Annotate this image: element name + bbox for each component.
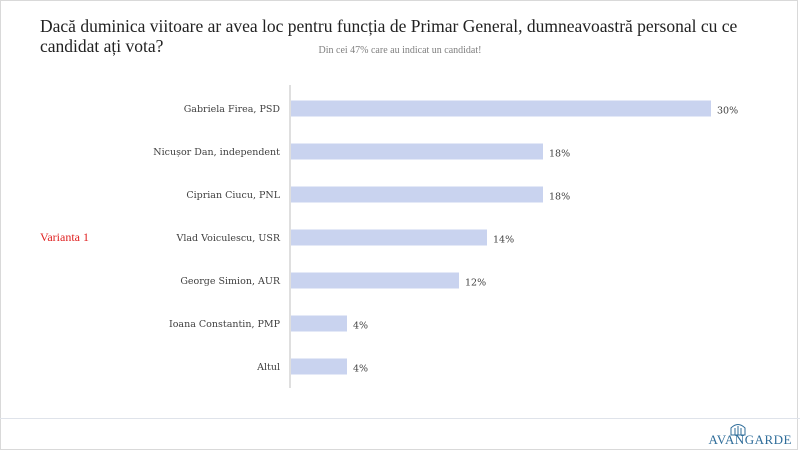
avangarde-logo: AVANGARDE (682, 422, 792, 450)
building-arch-icon (730, 424, 746, 436)
category-label: George Simion, AUR (180, 276, 281, 287)
category-label: Ciprian Ciucu, PNL (186, 190, 280, 201)
value-label: 4% (353, 364, 368, 375)
value-label: 18% (549, 192, 570, 203)
category-label: Nicușor Dan, independent (153, 147, 280, 158)
bar (291, 143, 543, 160)
logo-text: AVANGARDE (708, 432, 792, 447)
chart-title: Dacă duminica viitoare ar avea loc pentr… (40, 16, 738, 56)
bar (291, 272, 459, 289)
value-label: 30% (717, 106, 738, 117)
category-label: Altul (256, 362, 280, 373)
value-label: 4% (353, 321, 368, 332)
bar (291, 100, 711, 117)
value-label: 18% (549, 149, 570, 160)
category-label: Vlad Voiculescu, USR (175, 233, 280, 244)
value-label: 14% (493, 235, 514, 246)
category-label: Gabriela Firea, PSD (184, 104, 281, 115)
bar (291, 186, 543, 203)
value-label: 12% (465, 278, 486, 289)
chart-subtitle: Din cei 47% care au indicat un candidat! (318, 45, 482, 56)
bar (291, 315, 347, 332)
variant-label: Varianta 1 (40, 230, 89, 244)
bar (291, 358, 347, 375)
category-label: Ioana Constantin, PMP (169, 319, 281, 330)
footer-divider (0, 418, 800, 419)
bar (291, 229, 487, 246)
